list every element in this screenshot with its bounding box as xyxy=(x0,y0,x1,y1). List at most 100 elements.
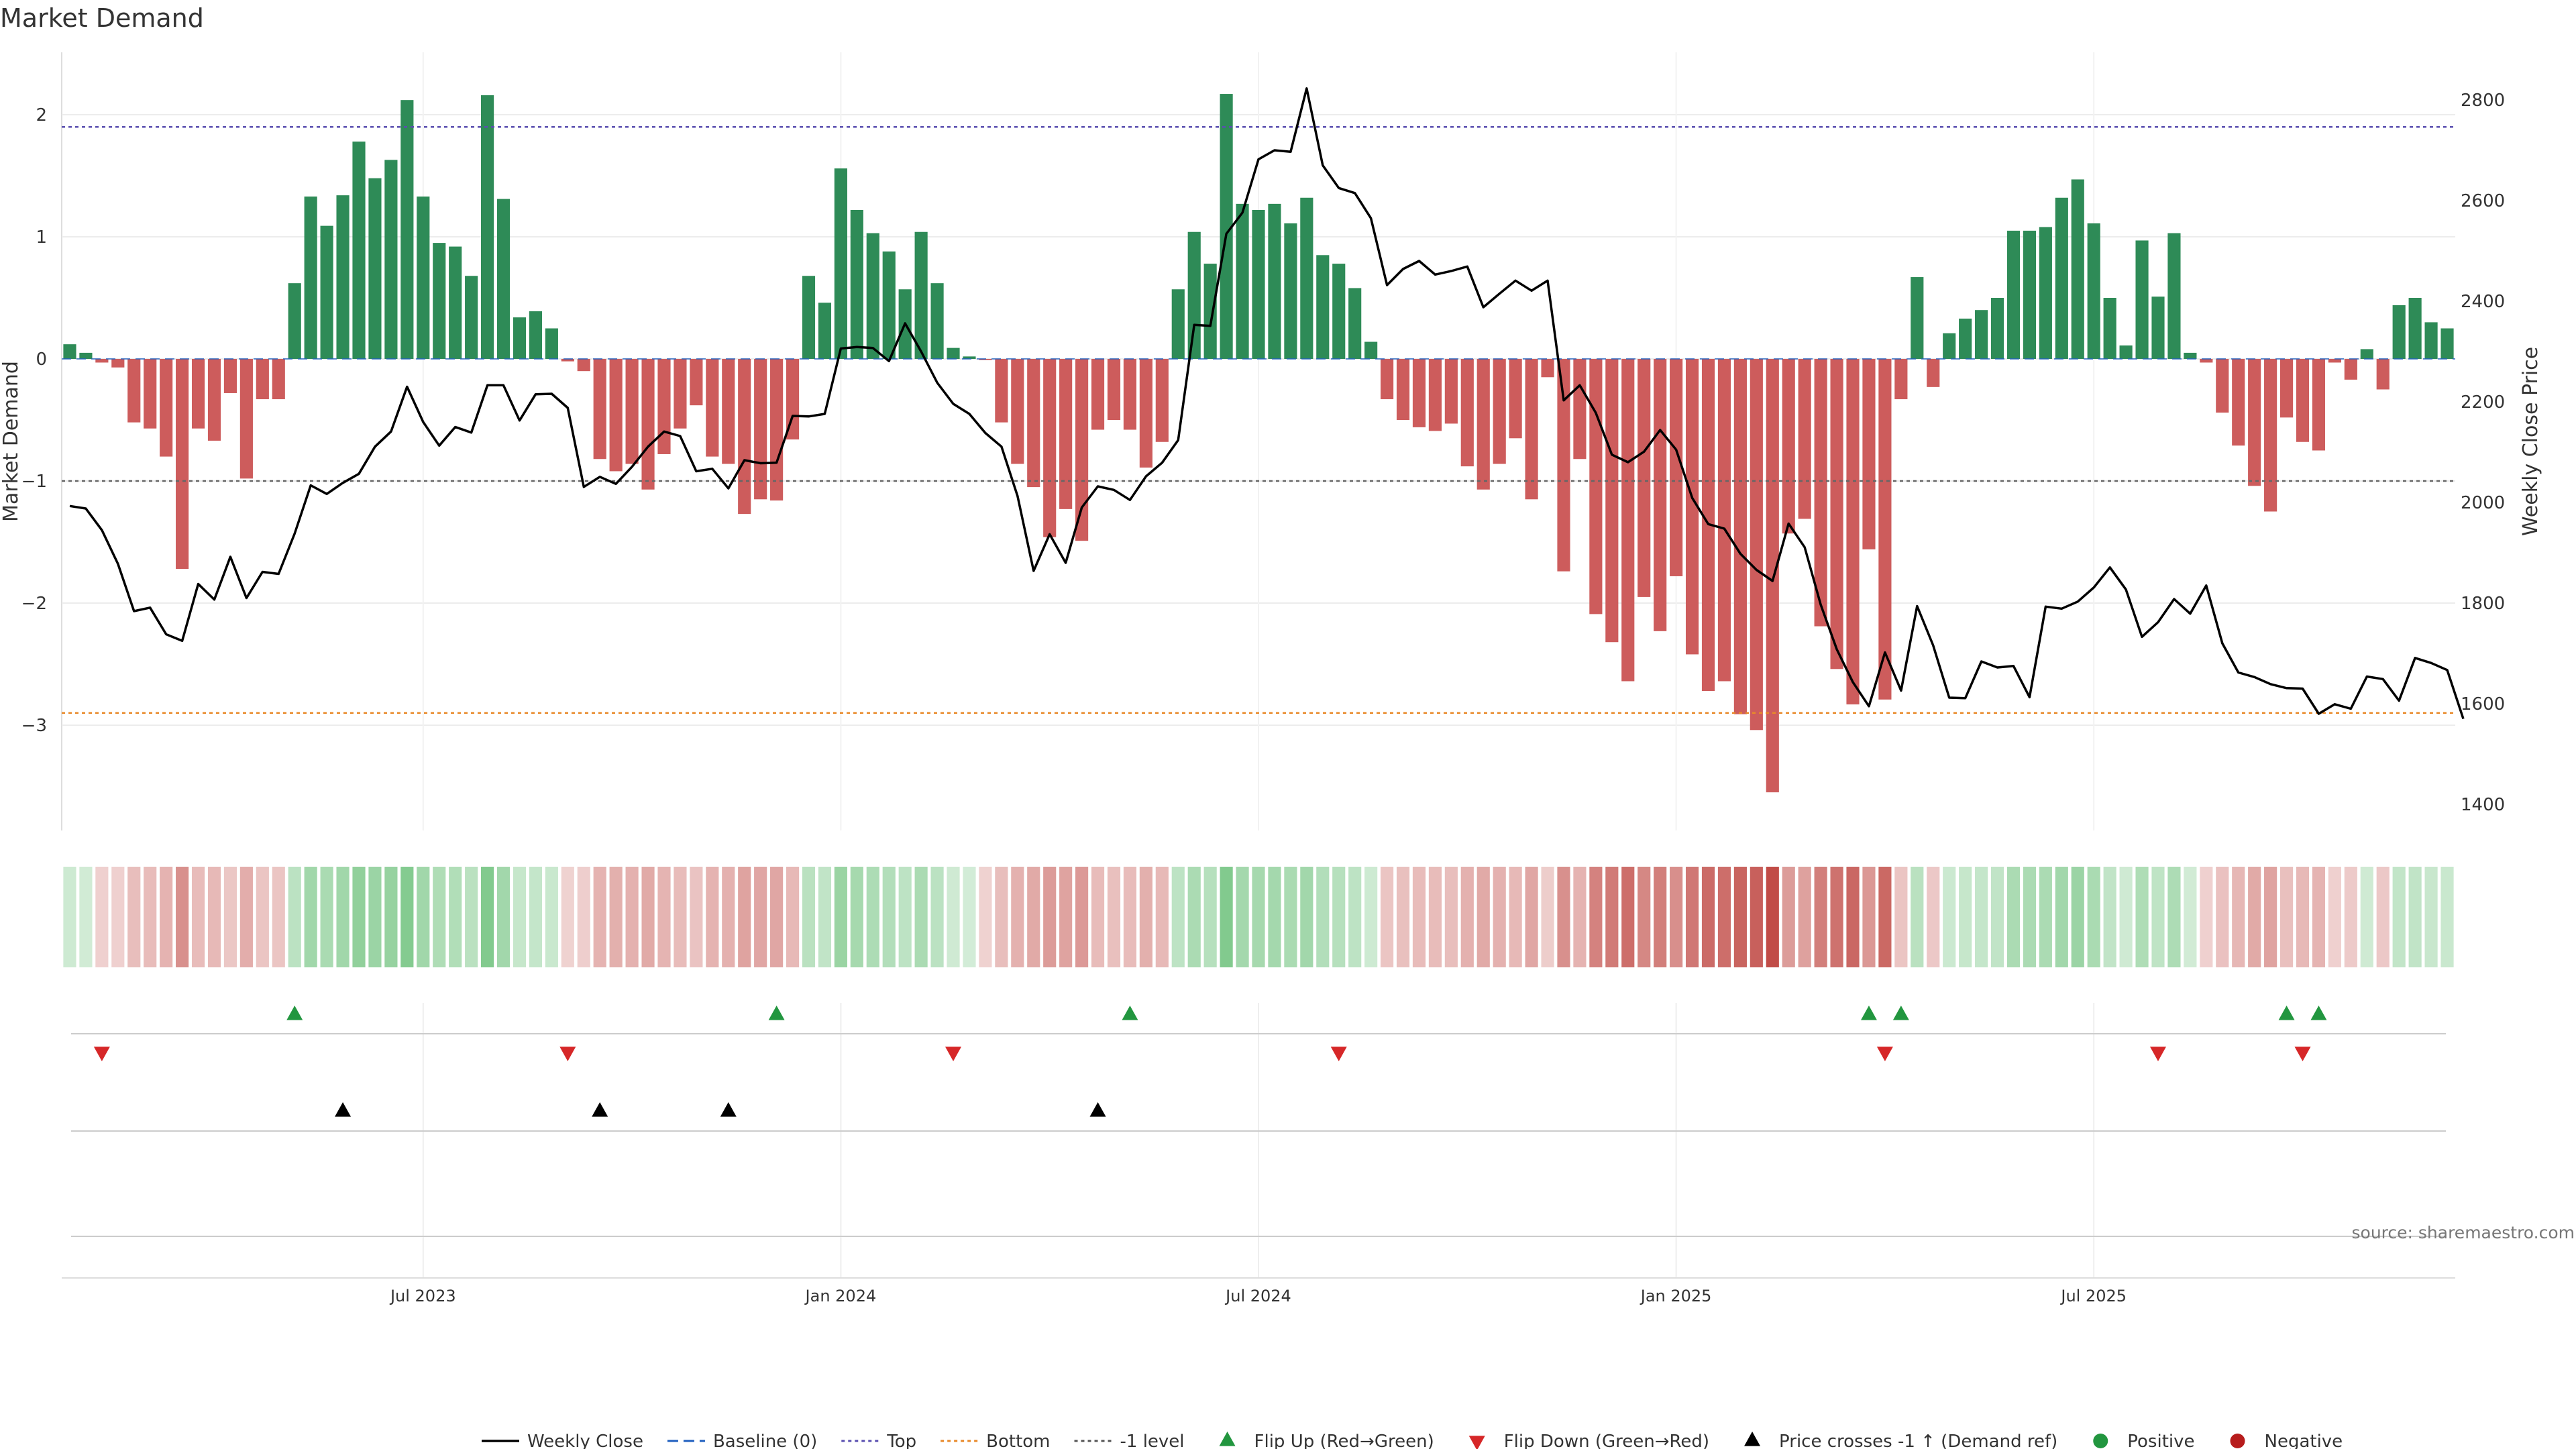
demand-bar-negative xyxy=(256,359,269,400)
demand-bar-negative xyxy=(1621,359,1635,682)
demand-bar-negative xyxy=(1493,359,1506,464)
y-right-tick-label: 1400 xyxy=(2461,795,2505,815)
flip-down-marker xyxy=(1876,1046,1893,1061)
heat-cell xyxy=(79,867,93,967)
heat-cell xyxy=(496,867,511,967)
demand-bar-positive xyxy=(1171,289,1185,359)
heat-cell xyxy=(1685,867,1699,967)
demand-bar-negative xyxy=(1412,359,1426,427)
heat-cell xyxy=(2200,867,2213,967)
demand-bar-negative xyxy=(2344,359,2357,380)
legend-label: Top xyxy=(886,1432,916,1449)
y-right-axis-label: Weekly Close Price xyxy=(2519,347,2542,536)
demand-bar-negative xyxy=(1573,359,1587,460)
demand-bar-positive xyxy=(2424,322,2438,359)
heat-cell xyxy=(1894,867,1908,967)
heat-cell xyxy=(95,867,109,967)
flip-up-marker xyxy=(2278,1006,2295,1020)
y-right-tick-label: 2000 xyxy=(2461,493,2505,513)
demand-bar-positive xyxy=(1911,277,1924,359)
demand-bar-negative xyxy=(95,359,109,363)
demand-bar-negative xyxy=(272,359,285,400)
heat-cell xyxy=(1766,867,1779,967)
legend-item: Negative xyxy=(2230,1432,2343,1449)
demand-bar-positive xyxy=(1203,264,1217,359)
demand-bar-negative xyxy=(1541,359,1554,378)
legend-label: Negative xyxy=(2265,1432,2343,1449)
demand-bar-negative xyxy=(1155,359,1169,442)
demand-bar-negative xyxy=(609,359,623,472)
demand-bar-negative xyxy=(786,359,800,440)
demand-bar-negative xyxy=(1670,359,1683,576)
demand-bar-positive xyxy=(2039,227,2052,359)
demand-bar-positive xyxy=(1220,94,1233,359)
heat-cell xyxy=(657,867,671,967)
demand-bar-negative xyxy=(738,359,751,515)
demand-bar-positive xyxy=(1332,264,1346,359)
demand-bar-negative xyxy=(2200,359,2213,363)
demand-bar-negative xyxy=(1460,359,1474,467)
heat-cell xyxy=(1043,867,1057,967)
demand-bar-positive xyxy=(352,142,366,360)
demand-bar-positive xyxy=(1959,318,1972,359)
demand-bar-negative xyxy=(2328,359,2341,363)
demand-bar-negative xyxy=(1557,359,1570,572)
heat-cell xyxy=(914,867,928,967)
demand-bar-positive xyxy=(1252,209,1265,359)
heat-cell xyxy=(1605,867,1619,967)
heat-cell xyxy=(818,867,832,967)
heat-cell xyxy=(272,867,285,967)
demand-bar-positive xyxy=(2071,179,2084,359)
demand-bar-negative xyxy=(1638,359,1651,597)
heat-cell xyxy=(1268,867,1281,967)
heat-cell xyxy=(2408,867,2422,967)
demand-bar-positive xyxy=(496,199,511,359)
demand-bar-positive xyxy=(850,209,863,359)
demand-bar-negative xyxy=(625,359,639,464)
demand-bar-positive xyxy=(2440,328,2454,359)
demand-bar-negative xyxy=(1605,359,1619,643)
heat-cell xyxy=(963,867,976,967)
demand-bar-positive xyxy=(882,251,896,359)
demand-bar-positive xyxy=(1364,341,1378,359)
demand-bar-negative xyxy=(207,359,221,441)
heat-cell xyxy=(866,867,879,967)
flip-up-marker xyxy=(1122,1006,1138,1020)
legend-label: Bottom xyxy=(986,1432,1050,1449)
demand-bar-negative xyxy=(1059,359,1073,509)
heat-cell xyxy=(2344,867,2357,967)
heat-cell xyxy=(1509,867,1522,967)
demand-bar-negative xyxy=(706,359,719,457)
heat-cell xyxy=(1123,867,1137,967)
flip-down-marker xyxy=(945,1046,962,1061)
heat-cell xyxy=(2328,867,2341,967)
heat-cell xyxy=(2087,867,2100,967)
y-right-tick-label: 2600 xyxy=(2461,191,2505,211)
heat-cell xyxy=(2006,867,2021,967)
demand-bar-positive xyxy=(2135,240,2149,359)
heat-cell xyxy=(1380,867,1394,967)
heat-cell xyxy=(1927,867,1940,967)
heat-cell xyxy=(1943,867,1956,967)
heat-cell xyxy=(545,867,558,967)
demand-bar-negative xyxy=(1862,359,1876,549)
heat-cell xyxy=(1814,867,1827,967)
demand-bar-negative xyxy=(2216,359,2229,413)
heat-cell xyxy=(1348,867,1362,967)
demand-bar-negative xyxy=(1750,359,1763,731)
demand-bar-positive xyxy=(1316,255,1330,359)
heat-cell xyxy=(979,867,992,967)
demand-bar-negative xyxy=(127,359,141,423)
demand-bar-negative xyxy=(1396,359,1410,420)
heat-cell xyxy=(2023,867,2037,967)
demand-bar-positive xyxy=(433,243,446,359)
heat-cell xyxy=(304,867,317,967)
heat-cell xyxy=(1670,867,1683,967)
heat-cell xyxy=(2296,867,2310,967)
heat-cell xyxy=(1428,867,1442,967)
demand-bar-negative xyxy=(770,359,784,501)
legend-swatch-triangle-down xyxy=(1468,1436,1485,1449)
legend-label: Positive xyxy=(2127,1432,2194,1449)
demand-bar-negative xyxy=(1782,359,1795,534)
